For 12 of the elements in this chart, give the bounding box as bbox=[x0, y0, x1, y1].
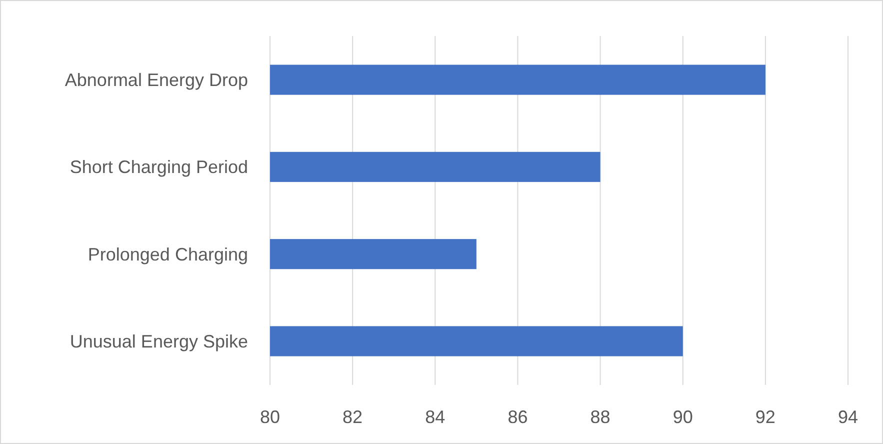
x-tick-label: 80 bbox=[260, 407, 280, 427]
x-tick-label: 84 bbox=[425, 407, 446, 427]
y-tick-label: Short Charging Period bbox=[70, 157, 248, 178]
y-tick-label: Prolonged Charging bbox=[88, 244, 248, 264]
y-tick-label: Abnormal Energy Drop bbox=[64, 70, 248, 90]
x-tick-label: 82 bbox=[342, 407, 363, 427]
x-tick-label: 88 bbox=[590, 407, 610, 427]
x-tick-label: 92 bbox=[755, 407, 776, 427]
x-tick-label: 94 bbox=[838, 407, 858, 427]
x-tick-label: 86 bbox=[508, 407, 528, 427]
y-tick-label: Unusual Energy Spike bbox=[70, 332, 248, 352]
x-tick-label: 90 bbox=[672, 407, 693, 427]
